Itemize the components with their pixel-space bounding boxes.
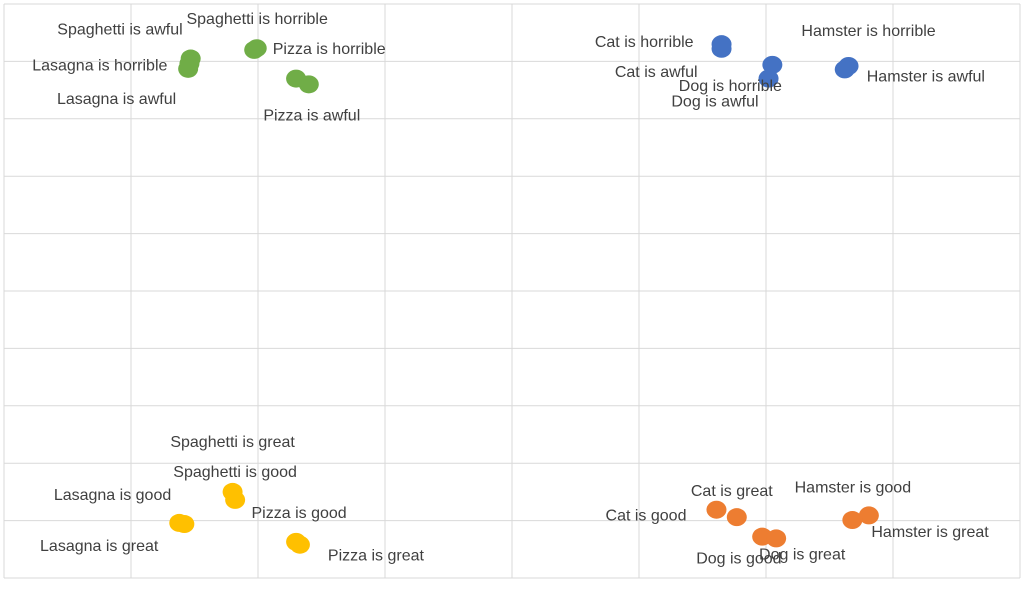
data-label: Cat is good xyxy=(606,508,687,525)
data-points xyxy=(169,35,879,554)
data-label: Spaghetti is great xyxy=(170,434,295,451)
data-label: Spaghetti is good xyxy=(173,464,297,481)
data-label: Dog is horrible xyxy=(679,78,782,95)
data-point xyxy=(711,39,732,58)
data-label: Lasagna is awful xyxy=(57,91,176,108)
data-point xyxy=(286,69,307,88)
data-label: Hamster is horrible xyxy=(801,23,935,40)
data-point xyxy=(246,39,267,58)
data-point xyxy=(706,500,727,519)
data-point xyxy=(178,59,199,78)
data-label: Spaghetti is awful xyxy=(57,22,182,39)
data-label: Pizza is awful xyxy=(263,107,360,124)
data-label: Pizza is good xyxy=(252,505,347,522)
data-label: Dog is great xyxy=(759,546,846,563)
data-point xyxy=(289,535,310,554)
data-label: Dog is awful xyxy=(671,94,758,111)
data-label: Dog is good xyxy=(696,551,781,568)
data-point xyxy=(858,506,879,525)
data-label: Cat is horrible xyxy=(595,34,694,51)
data-point xyxy=(762,55,783,74)
data-label: Spaghetti is horrible xyxy=(186,11,328,28)
data-point xyxy=(174,515,195,534)
data-label: Hamster is awful xyxy=(867,68,985,85)
data-label: Lasagna is good xyxy=(54,487,171,504)
data-point xyxy=(842,511,863,530)
data-label: Pizza is horrible xyxy=(273,41,386,58)
data-point xyxy=(758,69,779,88)
data-label: Lasagna is horrible xyxy=(32,58,167,75)
data-label: Pizza is great xyxy=(328,548,425,565)
data-label: Cat is awful xyxy=(615,64,698,81)
data-label: Cat is great xyxy=(691,483,773,500)
data-point xyxy=(766,529,787,548)
data-label: Hamster is great xyxy=(871,524,989,541)
data-point xyxy=(225,490,246,509)
data-point xyxy=(726,508,747,527)
data-point xyxy=(834,60,855,79)
data-label: Hamster is good xyxy=(795,479,912,496)
data-label: Lasagna is great xyxy=(40,538,159,555)
